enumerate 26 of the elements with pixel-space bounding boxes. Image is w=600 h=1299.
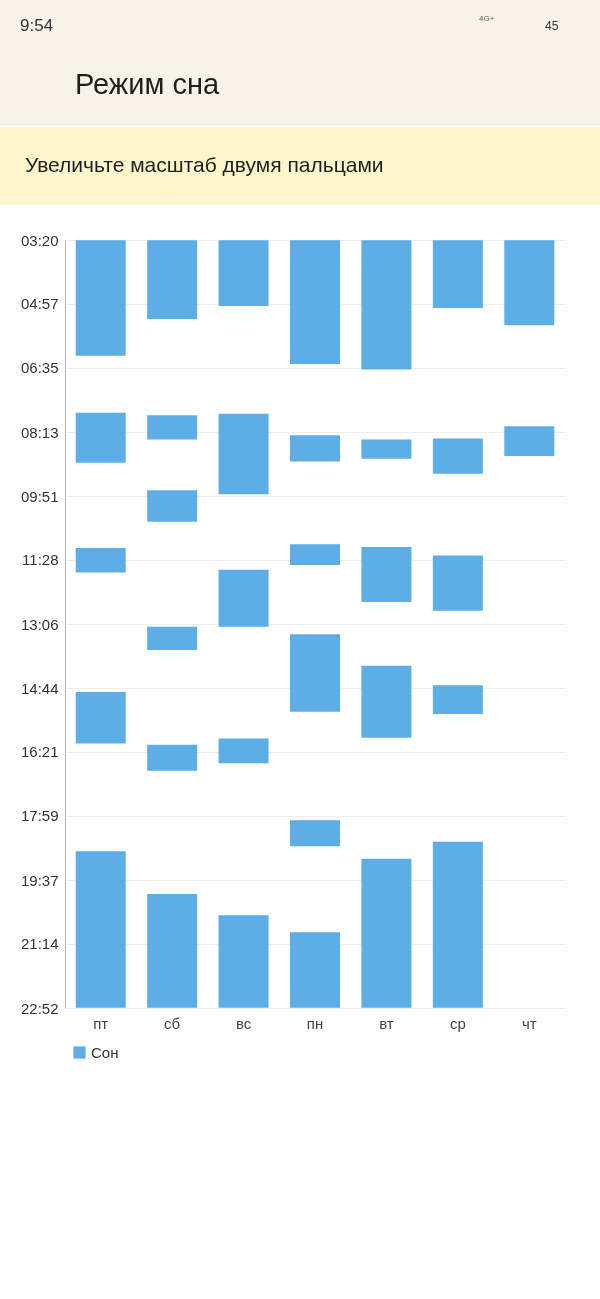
x-tick-label: пт (93, 1014, 109, 1032)
y-tick-label: 22:52 (20, 999, 59, 1017)
y-tick-label: 21:14 (20, 935, 59, 953)
y-tick-label: 19:37 (20, 871, 59, 889)
x-tick-label: ср (449, 1014, 466, 1032)
chart-title: Режим сна (75, 68, 220, 100)
x-tick-label: вс (235, 1014, 252, 1032)
text: 45 (545, 19, 559, 33)
x-tick-label: пн (306, 1014, 324, 1032)
text: 9:54 (20, 16, 54, 35)
y-tick-label: 14:44 (20, 679, 59, 697)
x-tick-label: чт (521, 1014, 537, 1032)
y-tick-label: 06:35 (20, 359, 59, 377)
y-tick-label: 09:51 (20, 487, 59, 505)
legend-label: Сон (91, 1043, 119, 1061)
x-tick-label: вт (379, 1014, 394, 1032)
chart-subtitle: Увеличьте масштаб двумя пальцами (25, 153, 384, 176)
y-tick-label: 04:57 (20, 295, 59, 313)
text: 4G+ (479, 14, 495, 23)
y-tick-label: 08:13 (20, 423, 59, 441)
y-tick-label: 13:06 (20, 615, 59, 633)
y-tick-label: 11:28 (22, 551, 59, 569)
y-tick-label: 17:59 (20, 807, 59, 825)
y-tick-label: 03:20 (20, 231, 59, 249)
y-tick-label: 16:21 (20, 743, 59, 761)
x-tick-label: сб (164, 1014, 181, 1032)
